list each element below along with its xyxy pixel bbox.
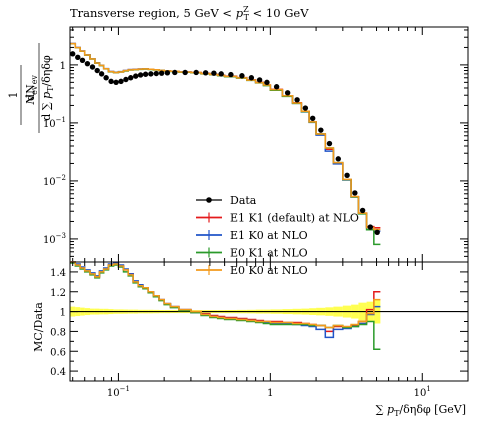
y-axis-label-ratio: MC/Data	[32, 302, 45, 352]
data-point	[137, 72, 144, 78]
data-point	[103, 75, 109, 81]
x-tick-base: 1	[267, 388, 273, 399]
y-label-dsum: d ∑ pT/δηδφ	[40, 55, 55, 121]
data-point	[273, 84, 280, 90]
chart-title: Transverse region, 5 GeV < pZ T < 10 GeV	[70, 5, 309, 22]
y-tick-exp: −1	[56, 116, 66, 124]
chart-title-sub: T	[244, 13, 250, 22]
data-point	[108, 78, 114, 85]
x-tick-exp: 1	[426, 385, 430, 393]
data-point	[284, 90, 291, 96]
data-point	[248, 75, 255, 81]
y-tick-exp: −2	[56, 174, 66, 182]
data-point	[367, 224, 374, 230]
data-point	[239, 73, 245, 79]
data-point	[335, 156, 341, 162]
data-point	[211, 70, 217, 76]
legend-label-1: E1 K0 at NLO	[230, 229, 308, 242]
data-point	[148, 71, 154, 77]
legend: Data E1 K1 (default) at NLO E1 K0 at NLO E0…	[196, 194, 359, 277]
data-point	[309, 115, 316, 122]
data-point	[98, 71, 105, 77]
data-point	[359, 207, 366, 214]
data-point	[326, 140, 333, 147]
data-point	[128, 75, 134, 81]
data-point	[228, 71, 234, 78]
data-point	[94, 67, 100, 74]
y-tick-base: 10	[43, 177, 56, 188]
y-tick-label: 1	[60, 61, 66, 72]
x-tick-exp: −1	[120, 385, 130, 393]
y-tick-label: 10−1	[43, 116, 66, 130]
data-point	[344, 172, 350, 178]
legend-label-3: E0 K0 at NLO	[230, 264, 308, 277]
y-tick-label: 10−2	[43, 174, 66, 188]
data-point	[264, 79, 270, 86]
main-panel: 110−110−210−3	[43, 26, 469, 263]
data-point	[193, 69, 199, 76]
mc-histogram-3	[70, 42, 381, 231]
ratio-y-tick-label: 0.4	[50, 367, 66, 378]
x-tick-label: 1	[267, 388, 273, 399]
data-point	[256, 77, 263, 83]
y-tick-label: 10−3	[43, 232, 66, 246]
x-tick-base: 10	[107, 388, 120, 399]
data-point	[172, 69, 178, 76]
mc-histogram-0	[70, 42, 381, 229]
data-point	[89, 64, 96, 70]
data-point	[153, 70, 159, 77]
y-tick-base: 10	[43, 235, 56, 246]
data-point	[142, 71, 149, 77]
ratio-y-tick-label: 1.2	[50, 288, 66, 299]
data-point	[318, 127, 324, 133]
chart-title-suffix: < 10 GeV	[249, 6, 309, 20]
data-point	[123, 76, 129, 83]
data-point	[133, 73, 139, 79]
x-tick-label: 101	[414, 385, 431, 399]
y-label-denominator: Nev	[24, 85, 39, 105]
mc-ratio-0	[70, 261, 381, 333]
y-axis-label-main: 1 Nev	[7, 65, 39, 125]
legend-label-2: E0 K1 at NLO	[230, 247, 308, 260]
data-point	[113, 79, 119, 86]
ratio-y-tick-label: 0.6	[50, 347, 66, 358]
data-point	[374, 229, 380, 236]
y-label-numerator: 1	[7, 92, 20, 99]
data-point	[164, 70, 171, 76]
data-point	[294, 97, 300, 103]
y-axis-label-main-frac: dNev d ∑ pT/δηδφ	[24, 43, 55, 133]
data-point	[69, 51, 76, 57]
y-tick-exp: −3	[56, 232, 66, 240]
data-point	[302, 105, 309, 111]
legend-label-0: E1 K1 (default) at NLO	[230, 212, 359, 225]
data-point	[84, 60, 91, 67]
y-tick-base: 1	[60, 61, 66, 72]
data-point	[118, 78, 124, 85]
legend-data-label: Data	[230, 194, 257, 207]
chart-title-sup: Z	[243, 5, 249, 14]
data-point	[75, 54, 81, 61]
mc-ratio-3	[70, 261, 381, 329]
data-point	[158, 70, 165, 76]
ratio-y-tick-label: 1	[60, 308, 66, 319]
ratio-y-tick-label: 1.4	[50, 268, 66, 279]
data-point	[218, 71, 224, 77]
x-tick-base: 10	[414, 388, 427, 399]
x-axis-label: ∑ pT/δηδφ [GeV]	[376, 403, 466, 418]
legend-data-marker	[206, 197, 212, 203]
data-point	[182, 69, 188, 76]
mc-histogram-1	[70, 42, 381, 232]
data-point	[79, 57, 86, 63]
x-tick-label: 10−1	[107, 385, 130, 399]
chart-title-sym: p	[236, 6, 244, 20]
data-point	[202, 70, 209, 76]
main-frame	[69, 26, 469, 263]
chart-title-prefix: Transverse region, 5 GeV <	[70, 6, 236, 20]
y-tick-base: 10	[43, 119, 56, 130]
y-label-dnev: dNev	[24, 75, 39, 101]
data-point	[352, 190, 358, 196]
ratio-y-tick-label: 0.8	[50, 327, 66, 338]
